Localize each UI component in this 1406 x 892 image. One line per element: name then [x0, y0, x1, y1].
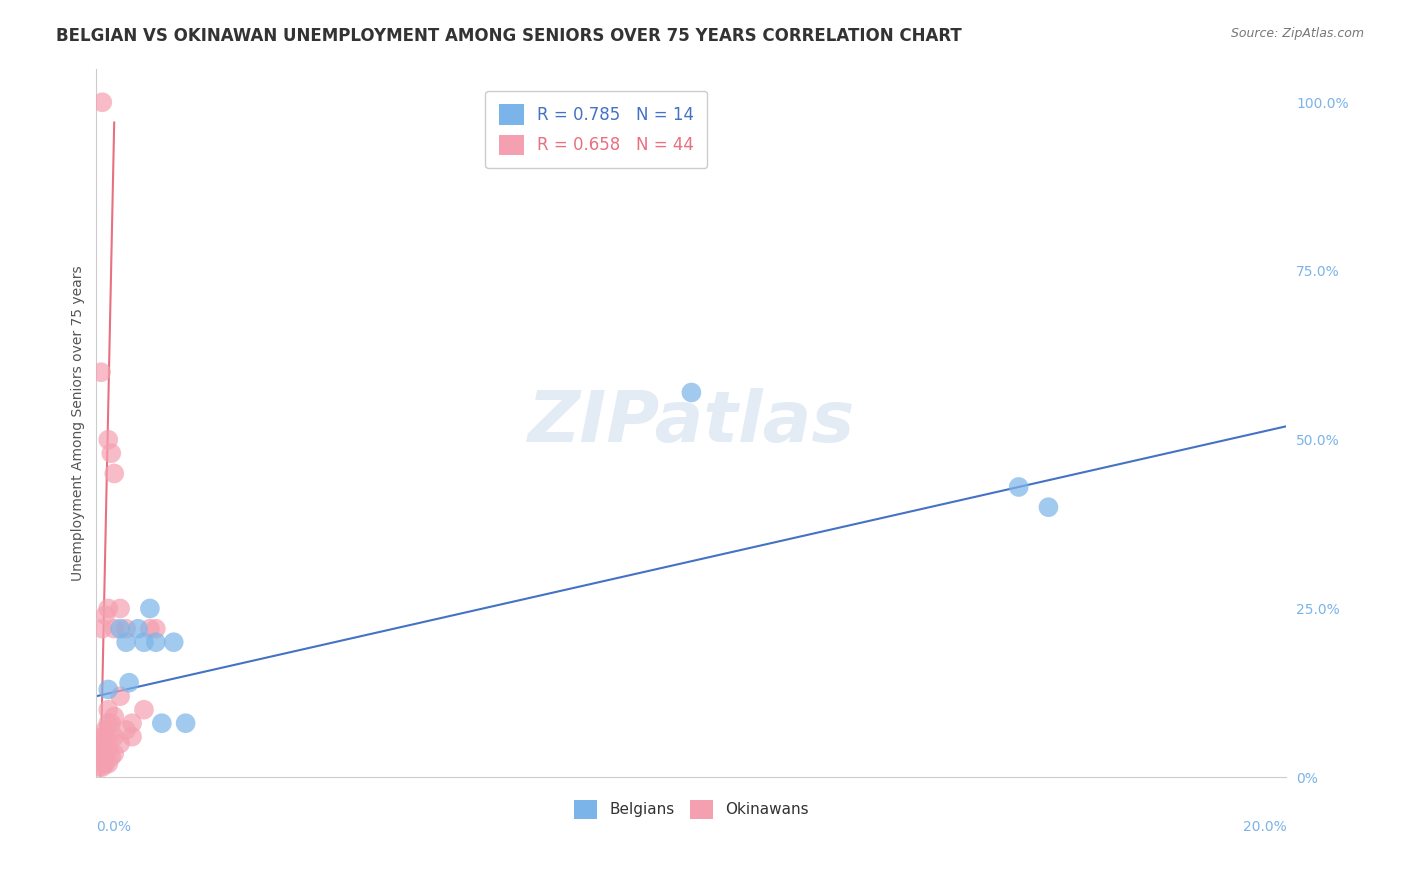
- Point: [132, 703, 155, 717]
- Point: [127, 622, 149, 636]
- Text: 20.0%: 20.0%: [1243, 820, 1286, 834]
- Point: [132, 635, 155, 649]
- Point: [103, 622, 125, 636]
- Point: [97, 601, 120, 615]
- Legend: Belgians, Okinawans: Belgians, Okinawans: [567, 792, 817, 826]
- Point: [94, 608, 117, 623]
- Point: [90, 750, 112, 764]
- Point: [97, 703, 120, 717]
- Point: [94, 743, 117, 757]
- Point: [121, 730, 143, 744]
- Point: [108, 689, 131, 703]
- Point: [103, 467, 125, 481]
- Point: [100, 716, 122, 731]
- Point: [100, 750, 122, 764]
- Point: [97, 433, 120, 447]
- Point: [93, 756, 115, 771]
- Y-axis label: Unemployment Among Seniors over 75 years: Unemployment Among Seniors over 75 years: [72, 265, 86, 581]
- Point: [108, 601, 131, 615]
- Point: [94, 756, 117, 771]
- Point: [91, 736, 114, 750]
- Point: [103, 747, 125, 761]
- Point: [163, 635, 186, 649]
- Text: BELGIAN VS OKINAWAN UNEMPLOYMENT AMONG SENIORS OVER 75 YEARS CORRELATION CHART: BELGIAN VS OKINAWAN UNEMPLOYMENT AMONG S…: [56, 27, 962, 45]
- Point: [91, 760, 114, 774]
- Point: [91, 730, 114, 744]
- Point: [118, 675, 141, 690]
- Point: [91, 743, 114, 757]
- Point: [93, 747, 115, 761]
- Point: [89, 753, 111, 767]
- Point: [94, 723, 117, 737]
- Point: [91, 747, 114, 761]
- Point: [115, 635, 138, 649]
- Point: [681, 385, 703, 400]
- Point: [103, 709, 125, 723]
- Point: [108, 622, 131, 636]
- Point: [139, 601, 162, 615]
- Point: [91, 753, 114, 767]
- Point: [97, 682, 120, 697]
- Point: [121, 716, 143, 731]
- Point: [89, 760, 111, 774]
- Point: [145, 622, 167, 636]
- Point: [139, 622, 162, 636]
- Text: ZIPatlas: ZIPatlas: [527, 388, 855, 458]
- Text: 0.0%: 0.0%: [97, 820, 131, 834]
- Point: [174, 716, 197, 731]
- Point: [90, 365, 112, 379]
- Point: [100, 446, 122, 460]
- Point: [97, 743, 120, 757]
- Point: [97, 756, 120, 771]
- Point: [103, 730, 125, 744]
- Point: [115, 723, 138, 737]
- Point: [108, 736, 131, 750]
- Point: [145, 635, 167, 649]
- Point: [1038, 500, 1060, 515]
- Point: [1008, 480, 1031, 494]
- Point: [94, 730, 117, 744]
- Point: [97, 716, 120, 731]
- Point: [115, 622, 138, 636]
- Point: [150, 716, 173, 731]
- Text: Source: ZipAtlas.com: Source: ZipAtlas.com: [1230, 27, 1364, 40]
- Point: [97, 730, 120, 744]
- Point: [91, 95, 114, 110]
- Point: [91, 622, 114, 636]
